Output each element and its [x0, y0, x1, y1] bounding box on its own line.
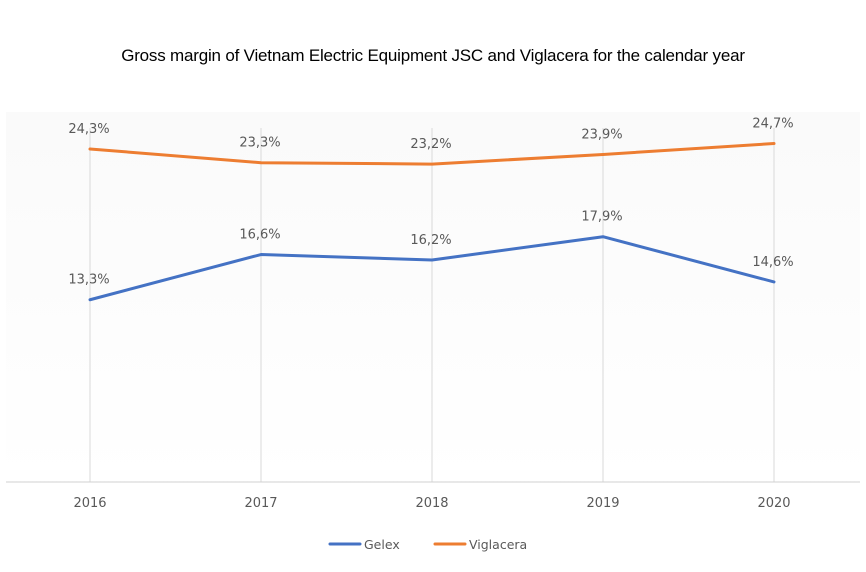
data-labels: 13,3% 16,6% 16,2% 17,9% 14,6% 24,3% 23,3% 23,2%… [68, 117, 793, 288]
series-lines [88, 142, 776, 302]
data-label-viglacera-2017: 23,3% [239, 136, 280, 151]
data-label-gelex-2019: 17,9% [581, 210, 622, 225]
data-label-viglacera-2020: 24,7% [752, 117, 793, 132]
legend-label-viglacera: Viglacera [469, 537, 527, 552]
legend: Gelex Viglacera [328, 537, 527, 552]
x-tick-label-2017: 2017 [244, 496, 277, 511]
data-label-viglacera-2018: 23,2% [410, 137, 451, 152]
x-tick-label-2020: 2020 [757, 496, 790, 511]
legend-label-gelex: Gelex [364, 537, 400, 552]
data-label-viglacera-2016: 24,3% [68, 122, 109, 137]
plot-area [6, 112, 860, 484]
x-tick-labels: 2016 2017 2018 2019 2020 [73, 496, 790, 511]
x-tick-label-2018: 2018 [415, 496, 448, 511]
data-label-viglacera-2019: 23,9% [581, 127, 622, 142]
data-label-gelex-2020: 14,6% [752, 255, 793, 270]
data-label-gelex-2016: 13,3% [68, 273, 109, 288]
x-tick-label-2019: 2019 [586, 496, 619, 511]
data-label-gelex-2017: 16,6% [239, 228, 280, 243]
chart-title: Gross margin of Vietnam Electric Equipme… [121, 46, 745, 65]
data-label-gelex-2018: 16,2% [410, 233, 451, 248]
gridlines [89, 128, 775, 482]
x-tick-label-2016: 2016 [73, 496, 106, 511]
